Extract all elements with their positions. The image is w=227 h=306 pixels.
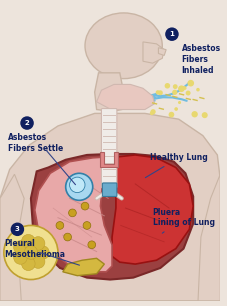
Circle shape	[155, 90, 159, 95]
Polygon shape	[31, 154, 192, 280]
Polygon shape	[100, 152, 117, 167]
Circle shape	[14, 241, 27, 254]
Circle shape	[81, 202, 89, 210]
Polygon shape	[94, 73, 123, 111]
Circle shape	[174, 107, 177, 111]
Circle shape	[157, 90, 162, 95]
Circle shape	[195, 88, 199, 91]
Polygon shape	[0, 174, 24, 301]
Circle shape	[187, 80, 193, 87]
Circle shape	[177, 101, 180, 104]
Circle shape	[88, 241, 95, 249]
Text: Asbestos
Fibers Settle: Asbestos Fibers Settle	[8, 133, 63, 153]
Circle shape	[56, 222, 64, 229]
Circle shape	[14, 251, 27, 264]
Text: 3: 3	[15, 226, 20, 232]
Circle shape	[183, 87, 186, 90]
Circle shape	[22, 234, 35, 248]
Circle shape	[31, 255, 45, 268]
Text: 2: 2	[25, 120, 29, 126]
Circle shape	[24, 246, 37, 259]
Text: Pleural
Mesothelioma: Pleural Mesothelioma	[4, 239, 64, 259]
Polygon shape	[142, 42, 163, 63]
Circle shape	[201, 112, 207, 118]
Text: Healthy Lung: Healthy Lung	[145, 153, 207, 178]
Circle shape	[172, 84, 177, 89]
Circle shape	[182, 86, 185, 90]
Circle shape	[171, 90, 177, 95]
Circle shape	[164, 28, 178, 41]
Circle shape	[65, 173, 92, 200]
Circle shape	[164, 83, 169, 88]
Polygon shape	[197, 174, 219, 301]
Circle shape	[69, 177, 85, 192]
Circle shape	[168, 112, 173, 118]
Circle shape	[22, 257, 35, 271]
Text: Asbestos
Fibers
Inhaled: Asbestos Fibers Inhaled	[181, 44, 220, 75]
Circle shape	[185, 91, 190, 95]
Circle shape	[20, 116, 34, 130]
Circle shape	[31, 237, 45, 250]
FancyBboxPatch shape	[102, 183, 116, 196]
Text: 1: 1	[169, 31, 174, 37]
Circle shape	[64, 233, 71, 241]
Polygon shape	[111, 155, 192, 264]
Circle shape	[68, 209, 76, 217]
Polygon shape	[158, 48, 165, 55]
FancyBboxPatch shape	[101, 109, 116, 188]
Ellipse shape	[85, 13, 162, 79]
Circle shape	[36, 246, 49, 259]
Circle shape	[4, 226, 58, 280]
Circle shape	[177, 85, 184, 92]
Circle shape	[150, 109, 155, 114]
Circle shape	[149, 111, 153, 115]
Circle shape	[83, 222, 90, 229]
Polygon shape	[35, 157, 111, 272]
Circle shape	[11, 222, 24, 236]
Polygon shape	[0, 114, 219, 301]
Polygon shape	[62, 258, 104, 276]
Text: Pluera
Lining of Lung: Pluera Lining of Lung	[152, 208, 214, 233]
Polygon shape	[96, 84, 154, 110]
Circle shape	[191, 111, 197, 118]
